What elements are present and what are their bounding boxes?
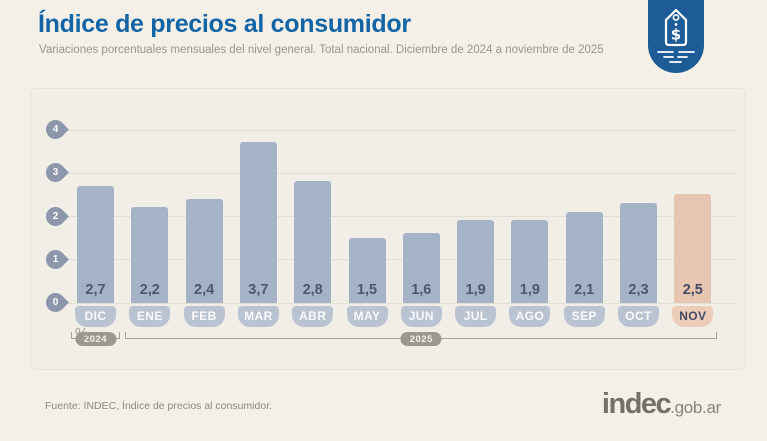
y-tick-label: 4 <box>52 124 58 135</box>
logo-suffix: .gob.ar <box>670 398 721 417</box>
bar-dic <box>77 185 114 303</box>
bar-value-dic: 2,7 <box>85 281 106 298</box>
bar-value-ago: 1,9 <box>519 281 540 298</box>
unit-label: % <box>75 325 89 342</box>
source-note: Fuente: INDEC, Índice de precios al cons… <box>45 400 273 412</box>
bar-sep <box>565 211 603 303</box>
bar-value-oct: 2,3 <box>628 281 649 298</box>
price-tag-badge: $ <box>648 0 704 73</box>
bar-value-ene: 2,2 <box>139 281 160 298</box>
page-subtitle: Variaciones porcentuales mensuales del n… <box>39 44 604 56</box>
bar-jul <box>457 220 495 303</box>
year-pill-2025: 2025 <box>400 332 442 346</box>
bar-feb <box>185 198 223 303</box>
bar-abr <box>294 181 332 303</box>
month-label-mar: MAR <box>237 305 279 327</box>
month-label-abr: ABR <box>292 305 334 327</box>
bar-jun <box>402 233 440 303</box>
month-label-ene: ENE <box>129 305 171 327</box>
bar-mar <box>239 142 277 303</box>
y-axis-tick-1: 1 <box>41 245 69 273</box>
y-tick-label: 0 <box>52 297 58 309</box>
y-axis-tick-2: 2 <box>41 202 69 230</box>
month-label-dic: DIC <box>75 305 116 327</box>
bar-value-mar: 3,7 <box>248 281 269 298</box>
bar-ago <box>511 220 549 303</box>
bar-value-jul: 1,9 <box>465 281 486 298</box>
month-label-nov: NOV <box>672 305 714 327</box>
bar-value-abr: 2,8 <box>302 281 323 298</box>
month-label-ago: AGO <box>509 305 551 327</box>
y-tick-label: 3 <box>52 167 58 179</box>
bar-chart: 0 1 2 3 4 2,7 DIC 2,2 ENE 2,4 FEB 3,7 MAR 2,8 ABR 1,5 MA… <box>31 89 745 369</box>
y-axis-tick-3: 3 <box>41 159 69 187</box>
logo-main: indec <box>601 388 672 420</box>
price-tag-icon: $ <box>657 8 695 63</box>
month-label-jul: JUL <box>455 305 497 327</box>
bar-value-jun: 1,6 <box>411 281 432 298</box>
month-label-feb: FEB <box>183 305 225 327</box>
bar-value-sep: 2,1 <box>574 281 595 298</box>
y-axis-tick-4: 4 <box>41 116 69 143</box>
gridline-3 <box>58 172 736 174</box>
bar-ene <box>131 207 169 303</box>
bar-value-may: 1,5 <box>356 281 378 298</box>
y-tick-label: 2 <box>52 210 58 222</box>
month-label-oct: OCT <box>618 305 659 327</box>
indec-logo: indec .gob.ar <box>602 390 721 419</box>
gridline-1 <box>58 259 736 261</box>
page-title: Índice de precios al consumidor <box>38 10 411 38</box>
bar-may <box>348 237 386 303</box>
y-axis-tick-0: 0 <box>41 289 69 317</box>
month-label-may: MAY <box>346 305 388 327</box>
gridline-2 <box>58 216 736 218</box>
bar-oct <box>620 203 657 303</box>
bar-value-feb: 2,4 <box>194 281 215 298</box>
gridline-4 <box>58 129 736 131</box>
month-label-jun: JUN <box>400 305 442 327</box>
svg-text:$: $ <box>671 25 681 43</box>
bar-value-nov: 2,5 <box>682 281 703 298</box>
chart-card: 0 1 2 3 4 2,7 DIC 2,2 ENE 2,4 FEB 3,7 MAR 2,8 ABR 1,5 MA… <box>30 88 746 370</box>
gridline-0 <box>58 302 736 304</box>
y-tick-label: 1 <box>52 253 58 265</box>
year-pill-2024: 2024 <box>74 332 117 346</box>
bar-nov <box>674 194 712 303</box>
month-label-sep: SEP <box>563 305 605 327</box>
